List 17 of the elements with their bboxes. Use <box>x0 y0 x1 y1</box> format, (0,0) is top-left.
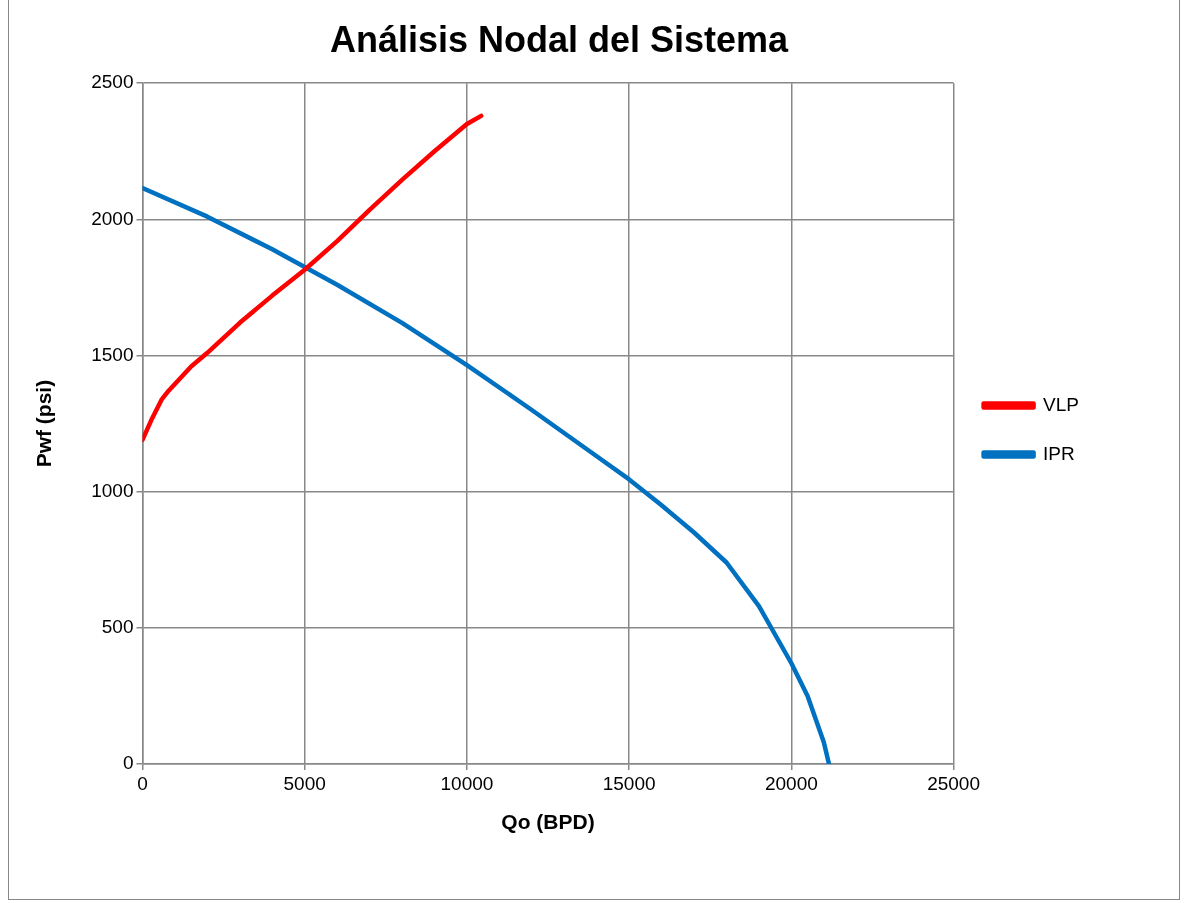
y-axis-title: Pwf (psi) <box>32 379 56 468</box>
y-tick-label: 2500 <box>91 71 134 93</box>
x-axis-title: Qo (BPD) <box>501 810 595 834</box>
x-tick-label: 0 <box>137 772 148 794</box>
x-tick-label: 5000 <box>283 772 326 794</box>
y-tick-label: 0 <box>122 752 134 774</box>
legend-label: VLP <box>1043 393 1080 415</box>
y-tick-label: 1000 <box>91 479 134 501</box>
x-tick-label: 20000 <box>764 772 818 794</box>
x-tick-label: 10000 <box>440 772 494 794</box>
y-tick-label: 1500 <box>91 343 134 365</box>
y-tick-label: 2000 <box>91 207 134 229</box>
chart-title: Análisis Nodal del Sistema <box>329 18 790 60</box>
legend-label: IPR <box>1043 442 1075 464</box>
y-tick-label: 500 <box>101 616 134 638</box>
x-tick-label: 25000 <box>927 772 981 794</box>
x-tick-label: 15000 <box>602 772 656 794</box>
